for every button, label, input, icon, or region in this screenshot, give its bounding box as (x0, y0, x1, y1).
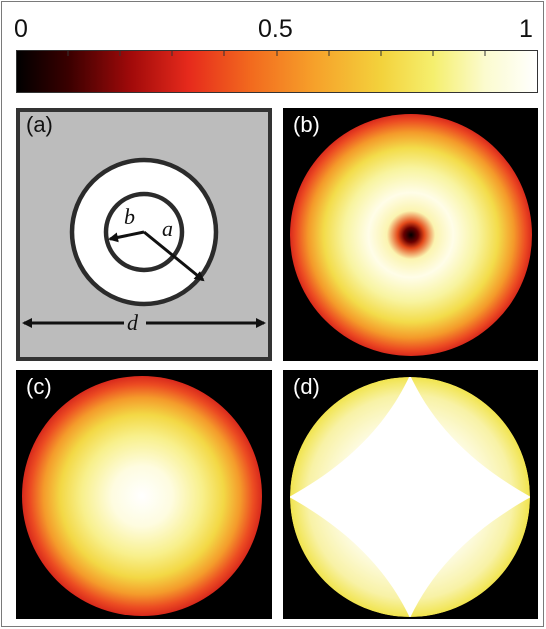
inner-radius-arrow (108, 230, 145, 243)
panel-c-disk (22, 376, 262, 616)
panel-d-center-star (290, 377, 530, 617)
panel-b-map (290, 114, 532, 356)
panel-c-label: (c) (26, 374, 52, 399)
colorbar-tick-05: 0.5 (258, 15, 293, 43)
panel-a-schematic (16, 108, 272, 361)
panel-b: (b) (283, 108, 538, 361)
symbol-a: a (162, 216, 173, 241)
colorbar (16, 50, 538, 93)
period-label-bg (124, 311, 146, 337)
panel-c: (c) (16, 370, 272, 619)
panel-b-label: (b) (293, 112, 320, 137)
colorbar-gradient (16, 50, 538, 93)
symbol-b: b (124, 204, 135, 229)
panel-a: (a) b a d (16, 108, 272, 361)
symbol-d: d (127, 310, 138, 335)
panel-d-label: (d) (293, 374, 320, 399)
colorbar-tick-0: 0 (14, 15, 28, 43)
panel-d-map (290, 377, 530, 617)
panel-a-label: (a) (26, 112, 53, 137)
outer-radius-arrow (143, 230, 205, 282)
panel-b-disk (290, 114, 532, 356)
colorbar-ticks (67, 50, 486, 56)
panel-d: (d) (283, 370, 538, 619)
colorbar-tick-1: 1 (519, 15, 533, 43)
panel-c-map (22, 376, 262, 616)
